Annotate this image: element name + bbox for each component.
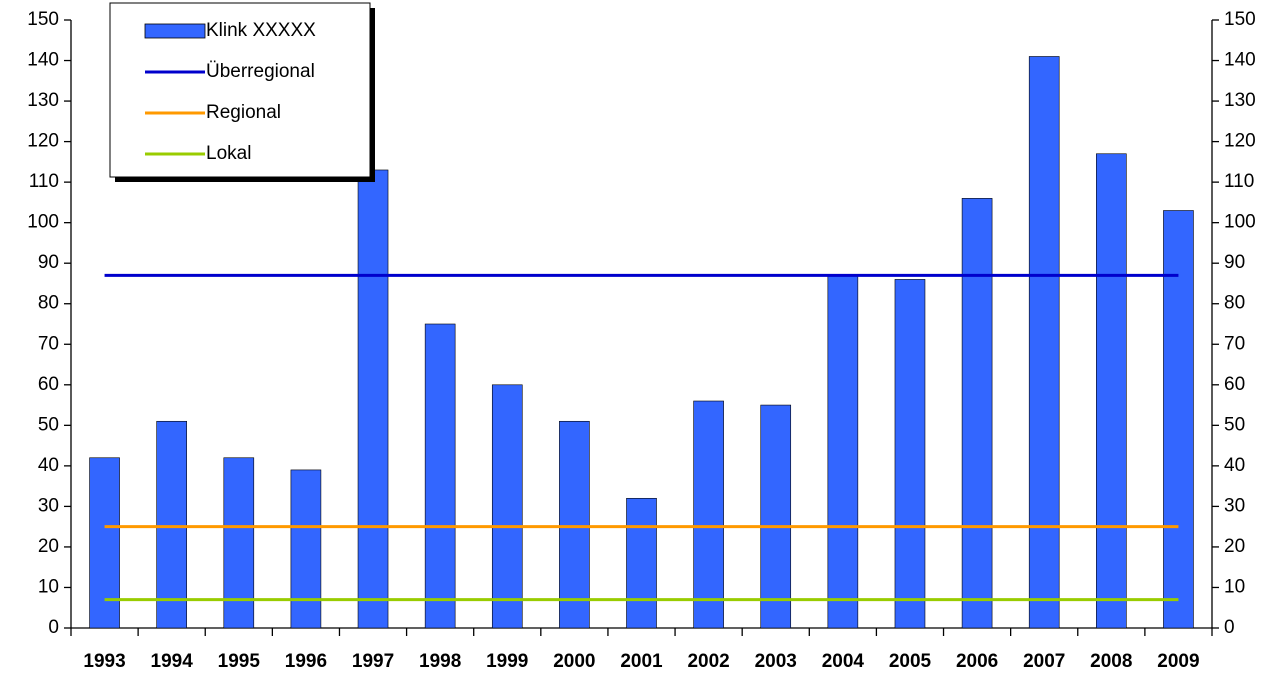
y2-tick-label: 140 <box>1224 50 1256 71</box>
y-tick-label: 10 <box>38 576 59 597</box>
x-tick-label: 1998 <box>419 651 461 672</box>
y-tick-label: 30 <box>38 495 59 516</box>
x-tick-label: 1995 <box>218 651 261 672</box>
bar <box>1096 153 1127 629</box>
y2-tick-label: 100 <box>1224 212 1256 233</box>
legend-label: Lokal <box>206 143 251 164</box>
y-tick-label: 50 <box>38 414 59 435</box>
y2-tick-label: 50 <box>1224 414 1245 435</box>
x-tick-label: 2009 <box>1157 651 1199 672</box>
y-tick-label: 40 <box>38 455 59 476</box>
y2-tick-label: 120 <box>1224 131 1256 152</box>
bar <box>424 323 456 629</box>
y-tick-label: 90 <box>38 252 59 273</box>
x-tick-label: 1997 <box>352 651 394 672</box>
x-tick-label: 1993 <box>83 651 125 672</box>
bar <box>827 275 859 629</box>
y2-tick-label: 150 <box>1224 9 1256 30</box>
y-tick-label: 140 <box>27 50 59 71</box>
bar <box>1028 56 1060 629</box>
y-tick-label: 0 <box>48 617 59 638</box>
bar <box>290 469 322 629</box>
x-tick-label: 2003 <box>755 651 797 672</box>
y-tick-label: 130 <box>27 90 59 111</box>
bar <box>559 420 590 629</box>
bar <box>760 404 792 629</box>
y-tick-label: 20 <box>38 536 59 557</box>
y-tick-label: 110 <box>29 171 59 192</box>
x-tick-label: 2008 <box>1090 651 1132 672</box>
x-tick-label: 2000 <box>553 651 595 672</box>
x-tick-label: 1994 <box>151 651 194 672</box>
x-tick-label: 2007 <box>1023 651 1065 672</box>
y2-tick-label: 30 <box>1224 495 1245 516</box>
x-tick-label: 2002 <box>687 651 729 672</box>
bar <box>156 420 187 629</box>
x-tick-label: 2005 <box>889 651 932 672</box>
y2-tick-label: 90 <box>1224 252 1245 273</box>
bar <box>357 169 389 629</box>
bar <box>223 457 255 629</box>
y-tick-label: 120 <box>27 131 59 152</box>
y-tick-label: 100 <box>27 212 59 233</box>
y2-tick-label: 130 <box>1224 90 1256 111</box>
legend-label: Regional <box>206 102 281 123</box>
x-tick-label: 2004 <box>822 651 865 672</box>
y2-tick-label: 0 <box>1224 617 1235 638</box>
legend-swatch <box>144 23 206 39</box>
y-tick-label: 70 <box>38 333 59 354</box>
y2-tick-label: 20 <box>1224 536 1245 557</box>
x-tick-label: 1996 <box>285 651 327 672</box>
y-tick-label: 80 <box>38 293 59 314</box>
bar <box>693 400 724 629</box>
x-tick-label: 1999 <box>486 651 528 672</box>
bar <box>89 457 120 629</box>
y-tick-label: 150 <box>27 9 59 30</box>
y2-tick-label: 40 <box>1224 455 1245 476</box>
bar <box>626 497 657 629</box>
y2-tick-label: 80 <box>1224 293 1245 314</box>
y-tick-label: 60 <box>38 374 59 395</box>
y2-tick-label: 10 <box>1224 576 1245 597</box>
x-tick-label: 2006 <box>956 651 998 672</box>
bar <box>894 279 926 629</box>
y2-tick-label: 70 <box>1224 333 1245 354</box>
legend-label: Klink XXXXX <box>206 20 316 41</box>
y2-tick-label: 60 <box>1224 374 1245 395</box>
bar <box>1163 210 1194 629</box>
x-tick-label: 2001 <box>620 651 663 672</box>
bar <box>961 198 993 629</box>
bar <box>491 384 523 629</box>
legend-label: Überregional <box>206 61 315 82</box>
y2-tick-label: 110 <box>1224 171 1254 192</box>
